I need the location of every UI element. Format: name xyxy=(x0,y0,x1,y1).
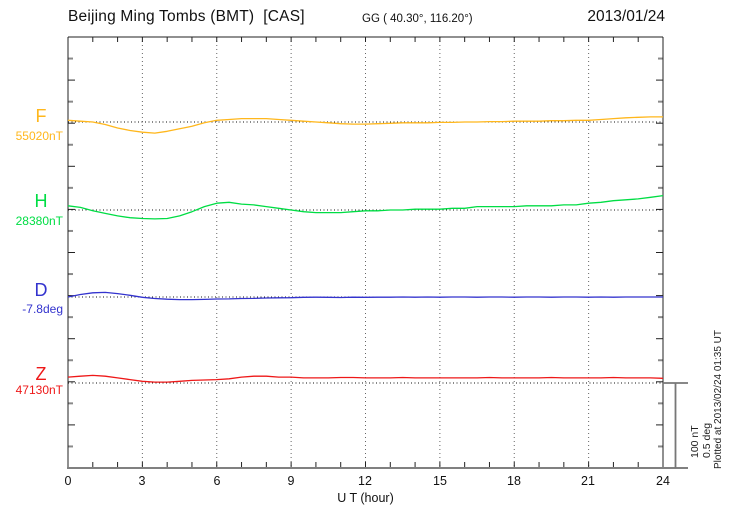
x-tick-label: 9 xyxy=(287,474,295,488)
x-tick-label: 6 xyxy=(213,474,221,488)
series-label-Z: Z xyxy=(35,364,47,384)
x-tick-label: 12 xyxy=(358,474,372,488)
x-tick-label: 15 xyxy=(433,474,447,488)
series-baseline-H: 28380nT xyxy=(15,214,63,228)
trace-F xyxy=(67,116,663,134)
series-label-H: H xyxy=(34,191,48,211)
trace-H xyxy=(67,194,664,220)
x-tick-label: 3 xyxy=(138,474,146,488)
series-label-D: D xyxy=(34,280,48,300)
scale-bar-deg-label: 0.5 deg xyxy=(701,422,713,458)
trace-D xyxy=(67,291,663,301)
scale-bar-labels: 100 nT 0.5 deg xyxy=(689,423,713,458)
series-label-F: F xyxy=(35,106,47,126)
series-baseline-Z: 47130nT xyxy=(15,383,63,397)
series-baseline-F: 55020nT xyxy=(15,129,63,143)
x-tick-label: 24 xyxy=(656,474,670,488)
x-axis-title: U T (hour) xyxy=(337,491,394,505)
scale-bar-nt-label: 100 nT xyxy=(689,425,701,458)
x-tick-label: 0 xyxy=(64,474,72,488)
observation-date: 2013/01/24 xyxy=(587,8,665,25)
station-title: Beijing Ming Tombs (BMT) [CAS] xyxy=(68,8,305,25)
geo-coordinates: GG ( 40.30°, 116.20°) xyxy=(362,13,473,25)
trace-Z xyxy=(67,374,664,383)
x-tick-label: 21 xyxy=(581,474,595,488)
series-baseline-D: -7.8deg xyxy=(22,302,63,316)
plotted-at-note: Plotted at 2013/02/24 01:35 UT xyxy=(713,330,724,469)
x-tick-label: 18 xyxy=(507,474,521,488)
